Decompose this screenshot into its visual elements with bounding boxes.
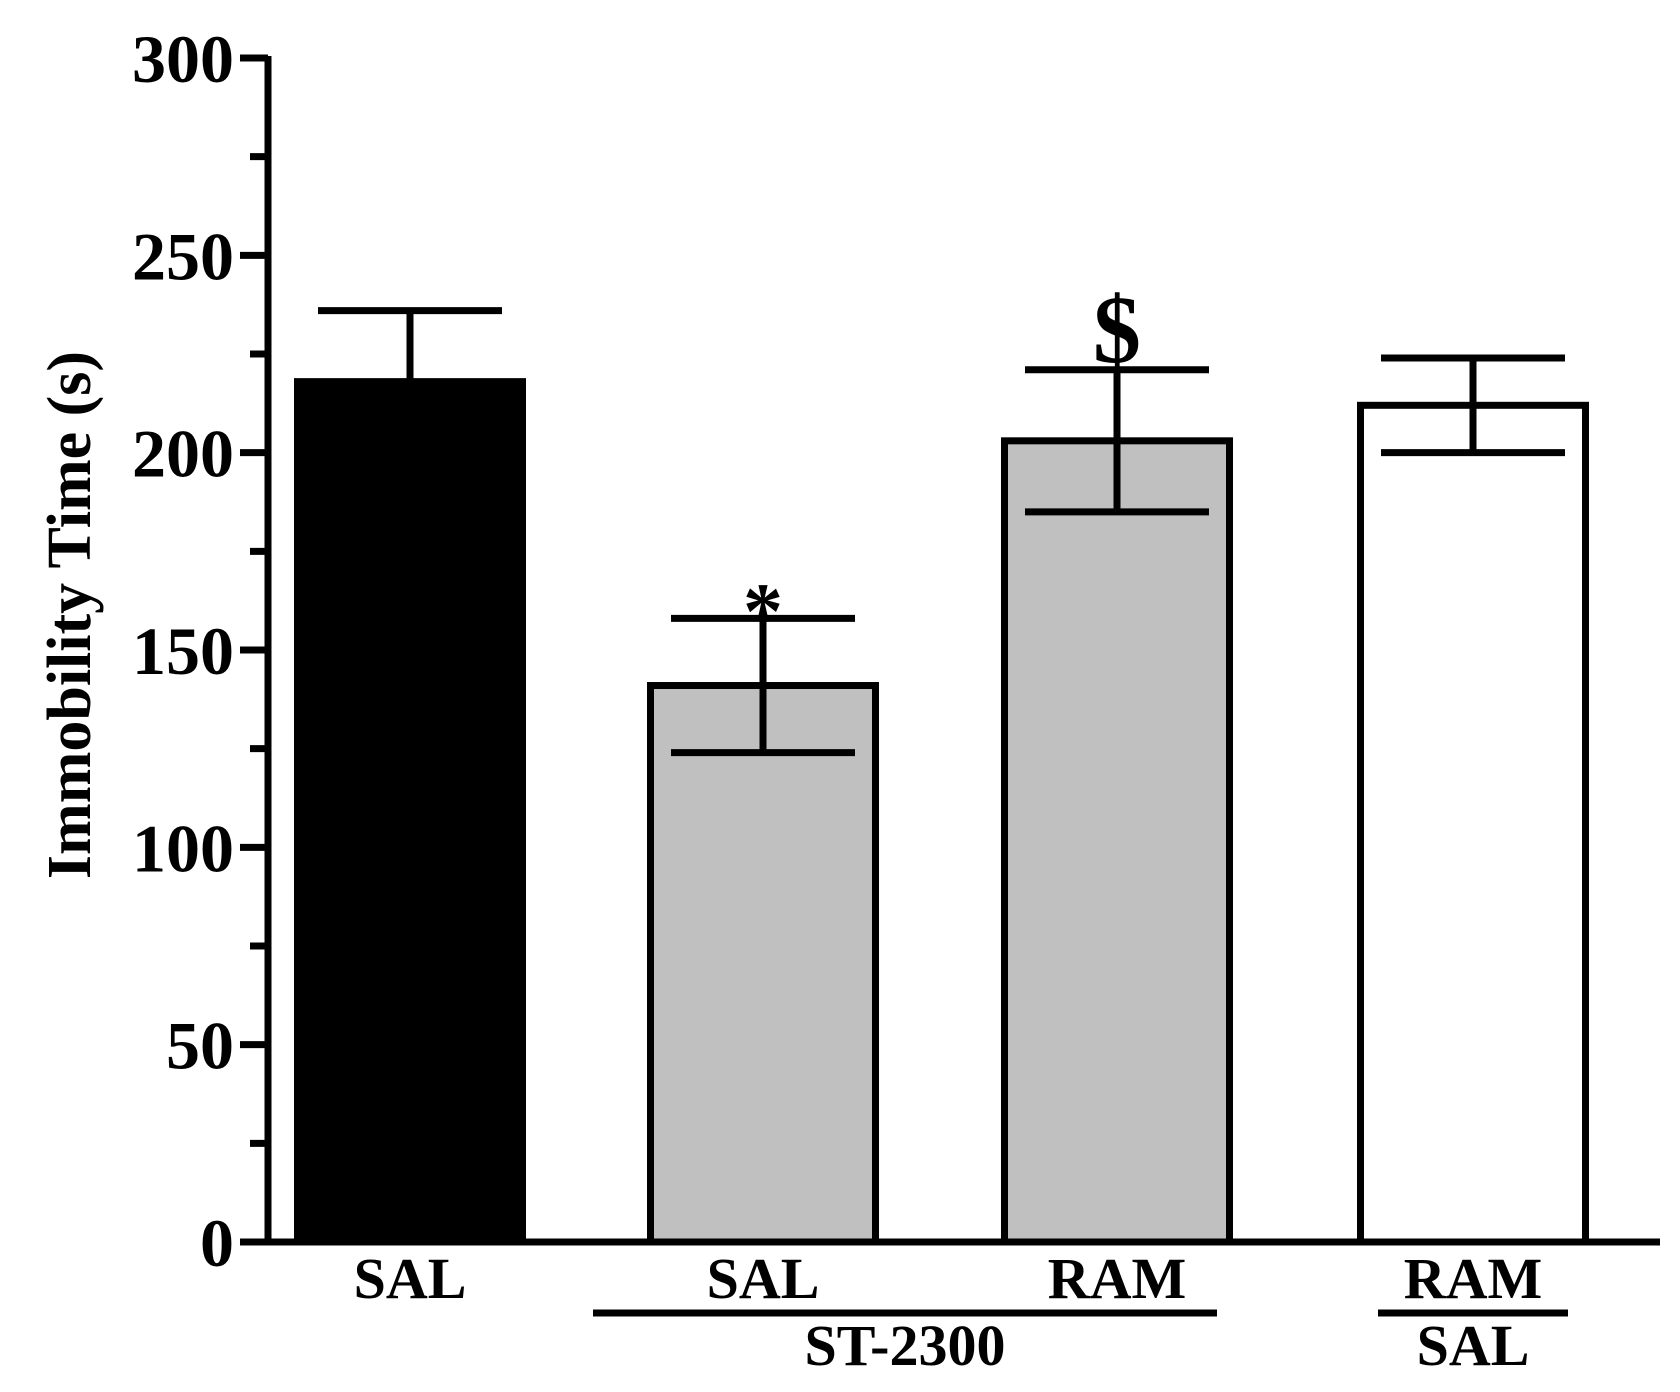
y-tick-label: 250: [132, 218, 234, 294]
category-label: SAL: [707, 1246, 820, 1311]
bar-4: [1357, 401, 1589, 1246]
y-tick-label: 0: [200, 1205, 234, 1281]
y-tick-label: 150: [132, 613, 234, 689]
y-axis-label: Immobility Time (s): [36, 351, 104, 879]
group-label: SAL: [1417, 1313, 1530, 1378]
y-tick-label: 300: [132, 21, 234, 97]
significance-dollar: $: [1093, 276, 1141, 383]
bar-2: [647, 682, 879, 1246]
group-label: ST-2300: [805, 1313, 1006, 1378]
category-label: RAM: [1048, 1246, 1187, 1311]
y-tick-label: 50: [166, 1008, 234, 1084]
category-label: RAM: [1404, 1246, 1543, 1311]
bar-1: [294, 378, 526, 1246]
significance-asterisk: *: [743, 568, 783, 656]
category-label: SAL: [354, 1246, 467, 1311]
y-tick-label: 200: [132, 416, 234, 492]
bar-3: [1001, 437, 1233, 1246]
y-tick-label: 100: [132, 810, 234, 886]
